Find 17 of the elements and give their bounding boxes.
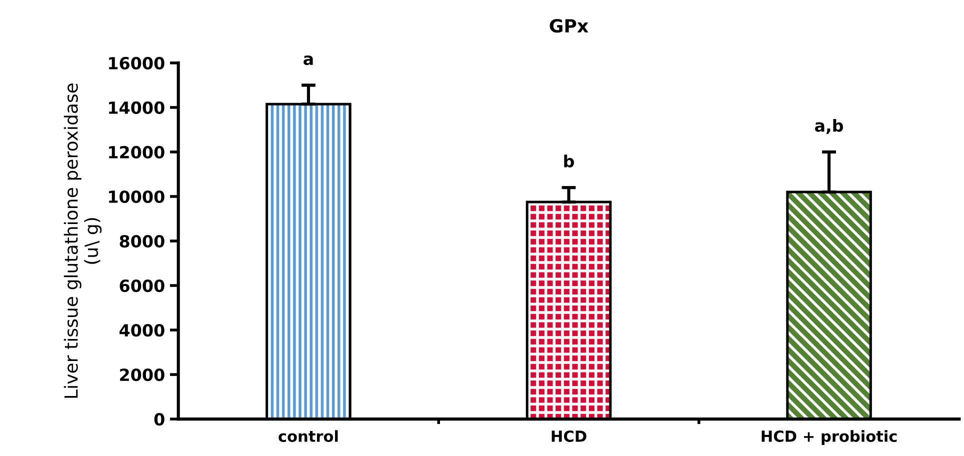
y-tick-label: 6000	[120, 279, 164, 292]
y-tick-label: 2000	[120, 368, 164, 382]
annotation: a	[304, 56, 313, 66]
y-tick-label: 0	[154, 413, 164, 426]
chart-title: GPx	[550, 18, 588, 33]
y-tick-label: 14000	[109, 101, 164, 114]
x-tick-label: HCD	[552, 430, 586, 442]
y-tick-label: 8000	[120, 234, 164, 248]
y-tick-label: 12000	[109, 146, 164, 159]
x-tick-label: control	[278, 430, 338, 442]
y-tick-label: 16000	[109, 56, 164, 70]
annotation: a,b	[815, 118, 844, 134]
x-tick-label: HCD + probiotic	[762, 430, 897, 445]
y-tick-label: 10000	[109, 190, 164, 204]
annotation: b	[564, 154, 574, 168]
y-axis-title: Liver tissue glutathione peroxidase (u\ g)	[64, 83, 102, 398]
y-tick-label: 4000	[120, 324, 164, 337]
